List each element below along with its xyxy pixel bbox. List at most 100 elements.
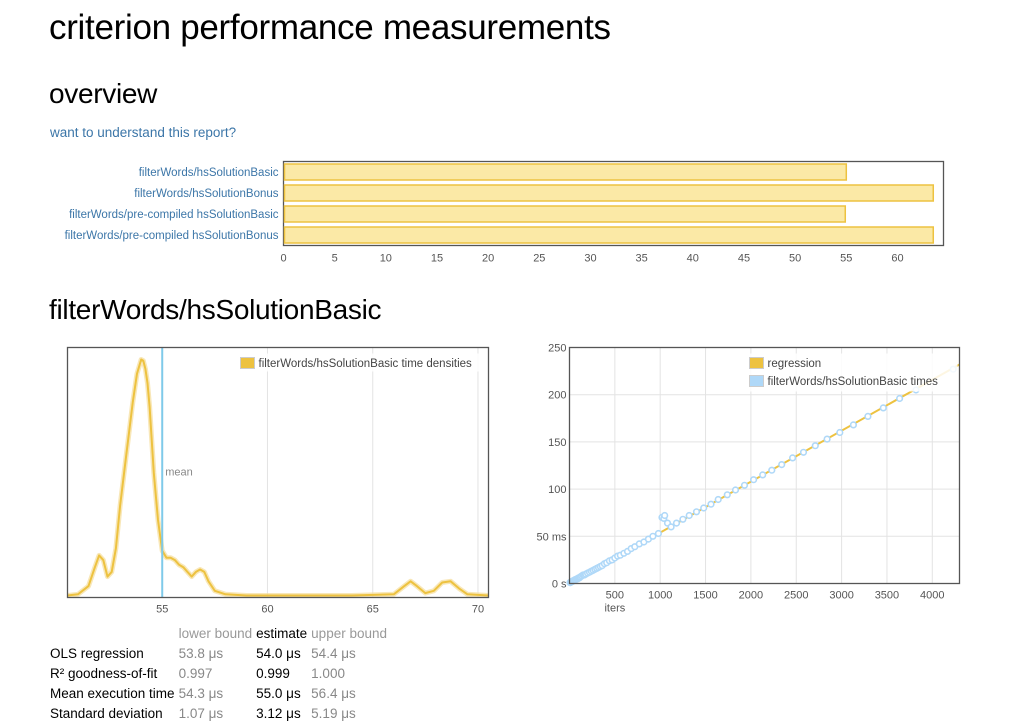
reg-point: [692, 508, 701, 516]
stats-estimate: 3.12 μs: [256, 706, 301, 721]
reg-point: [649, 532, 657, 540]
stats-estimate: 55.0 μs: [256, 686, 301, 701]
stats-row-name: R² goodness-of-fit: [50, 666, 158, 681]
stats-lower: 1.07 μs: [178, 706, 224, 721]
reg-point: [661, 511, 669, 520]
stats-header-lower: lower bound: [178, 626, 253, 641]
reg-point: [685, 511, 693, 520]
overview-bar-label: filterWords/pre-compiled hsSolutionBasic: [69, 209, 279, 221]
benchmark-heading: filterWords/hsSolutionBasic: [49, 294, 382, 325]
kde-legend-swatch: [240, 357, 255, 369]
reg-point: [667, 523, 675, 531]
kde-x-tick: 55: [156, 604, 168, 616]
kde-x-tick: 65: [367, 604, 379, 616]
stats-row-name: Mean execution time: [50, 686, 175, 701]
reg-point: [849, 421, 858, 429]
overview-x-tick: 5: [332, 253, 338, 265]
reg-point: [896, 394, 904, 403]
understand-report-link[interactable]: want to understand this report?: [50, 125, 237, 140]
reg-y-tick: 0 s: [552, 579, 567, 591]
overview-x-tick: 25: [533, 253, 545, 265]
overview-x-tick: 40: [687, 253, 699, 265]
reg-point: [672, 519, 681, 527]
overview-heading: overview: [49, 78, 158, 109]
overview-x-tick: 60: [891, 253, 903, 265]
reg-point: [707, 500, 715, 508]
reg-x-tick: 2000: [739, 590, 763, 602]
stats-upper: 5.19 μs: [311, 706, 356, 721]
stats-estimate: 54.0 μs: [256, 646, 301, 661]
stats-row-name: Standard deviation: [50, 706, 163, 721]
reg-points: [566, 365, 957, 587]
stats-row-name: OLS regression: [50, 646, 144, 661]
kde-curve: [67, 358, 489, 597]
overview-bar-label: filterWords/hsSolutionBasic: [139, 167, 279, 179]
reg-point: [768, 466, 776, 474]
reg-legend-bg: [745, 353, 958, 392]
reg-point: [879, 404, 887, 412]
kde-plot-bg: [67, 347, 489, 598]
reg-x-tick: 500: [606, 590, 624, 602]
reg-point: [759, 471, 767, 479]
kde-x-tick: 60: [261, 604, 273, 616]
reg-point: [778, 461, 786, 469]
kde-chart: 55 60 65 70 mean filterWords/hsSolutionBasic …: [66, 346, 490, 616]
overview-bar-label: filterWords/hsSolutionBonus: [134, 188, 278, 200]
stats-header-row: lower bound estimate upper bound: [50, 624, 391, 644]
reg-point: [723, 491, 731, 499]
stats-row-r2: R² goodness-of-fit 0.997 0.999 1.000: [50, 664, 391, 684]
overview-x-tick: 35: [636, 253, 648, 265]
reg-point: [811, 442, 819, 450]
reg-legend-label: regression: [768, 358, 822, 370]
stats-lower: 54.3 μs: [178, 686, 224, 701]
reg-legend-swatch-regression: [749, 357, 764, 369]
overview-bar: [283, 226, 935, 244]
overview-x-tick: 15: [431, 253, 443, 265]
reg-x-tick: 1500: [693, 590, 717, 602]
reg-x-label: iters: [604, 603, 625, 615]
reg-point: [799, 448, 808, 456]
stats-row-mean: Mean execution time 54.3 μs 55.0 μs 56.4…: [50, 684, 391, 704]
reg-legend-label: filterWords/hsSolutionBasic times: [768, 376, 939, 388]
stats-lower: 0.997: [178, 666, 213, 681]
reg-point: [823, 435, 831, 443]
reg-point: [654, 529, 662, 538]
overview-x-tick: 20: [482, 253, 494, 265]
reg-point: [864, 412, 872, 420]
stats-row-stddev: Standard deviation 1.07 μs 3.12 μs 5.19 …: [50, 704, 391, 724]
overview-bar: [283, 163, 848, 181]
reg-plot-frame: [568, 346, 961, 585]
regression-chart: 500 1000 1500 2000 2500 3000 3500 4000 iters 0 s 5…: [537, 343, 961, 615]
stats-header-empty: [50, 624, 179, 644]
reg-x-tick: 3000: [829, 590, 853, 602]
kde-legend-label: filterWords/hsSolutionBasic time densiti…: [259, 358, 473, 370]
stats-table: lower bound estimate upper bound OLS reg…: [50, 624, 391, 724]
overview-x-tick: 55: [840, 253, 852, 265]
stats-lower: 53.8 μs: [178, 646, 224, 661]
reg-point: [740, 481, 749, 489]
reg-y-tick: 150: [548, 437, 566, 449]
reg-legend: regression filterWords/hsSolutionBasic ti…: [745, 353, 958, 392]
overview-bar: [283, 205, 847, 223]
reg-point: [700, 504, 708, 512]
reg-x-tick: 3500: [875, 590, 899, 602]
reg-point: [679, 515, 687, 523]
stats-upper: 1.000: [311, 666, 345, 681]
page-title: criterion performance measurements: [49, 8, 611, 47]
kde-x-tick: 70: [472, 604, 484, 616]
reg-point: [789, 454, 797, 462]
stats-upper: 56.4 μs: [311, 686, 356, 701]
reg-y-tick: 200: [548, 390, 566, 402]
reg-legend-swatch-times: [749, 375, 764, 387]
reg-point: [731, 486, 740, 494]
overview-x-tick: 10: [380, 253, 392, 265]
reg-y-tick: 250: [548, 343, 566, 355]
reg-point: [750, 476, 758, 484]
stats-estimate: 0.999: [256, 666, 290, 681]
kde-mean-label: mean: [165, 467, 193, 479]
reg-point: [714, 495, 722, 504]
overview-chart: filterWords/hsSolutionBasic filterWords/h…: [65, 160, 945, 265]
reg-x-tick: 4000: [920, 590, 944, 602]
reg-x-tick: 2500: [784, 590, 808, 602]
reg-y-tick: 100: [548, 484, 566, 496]
